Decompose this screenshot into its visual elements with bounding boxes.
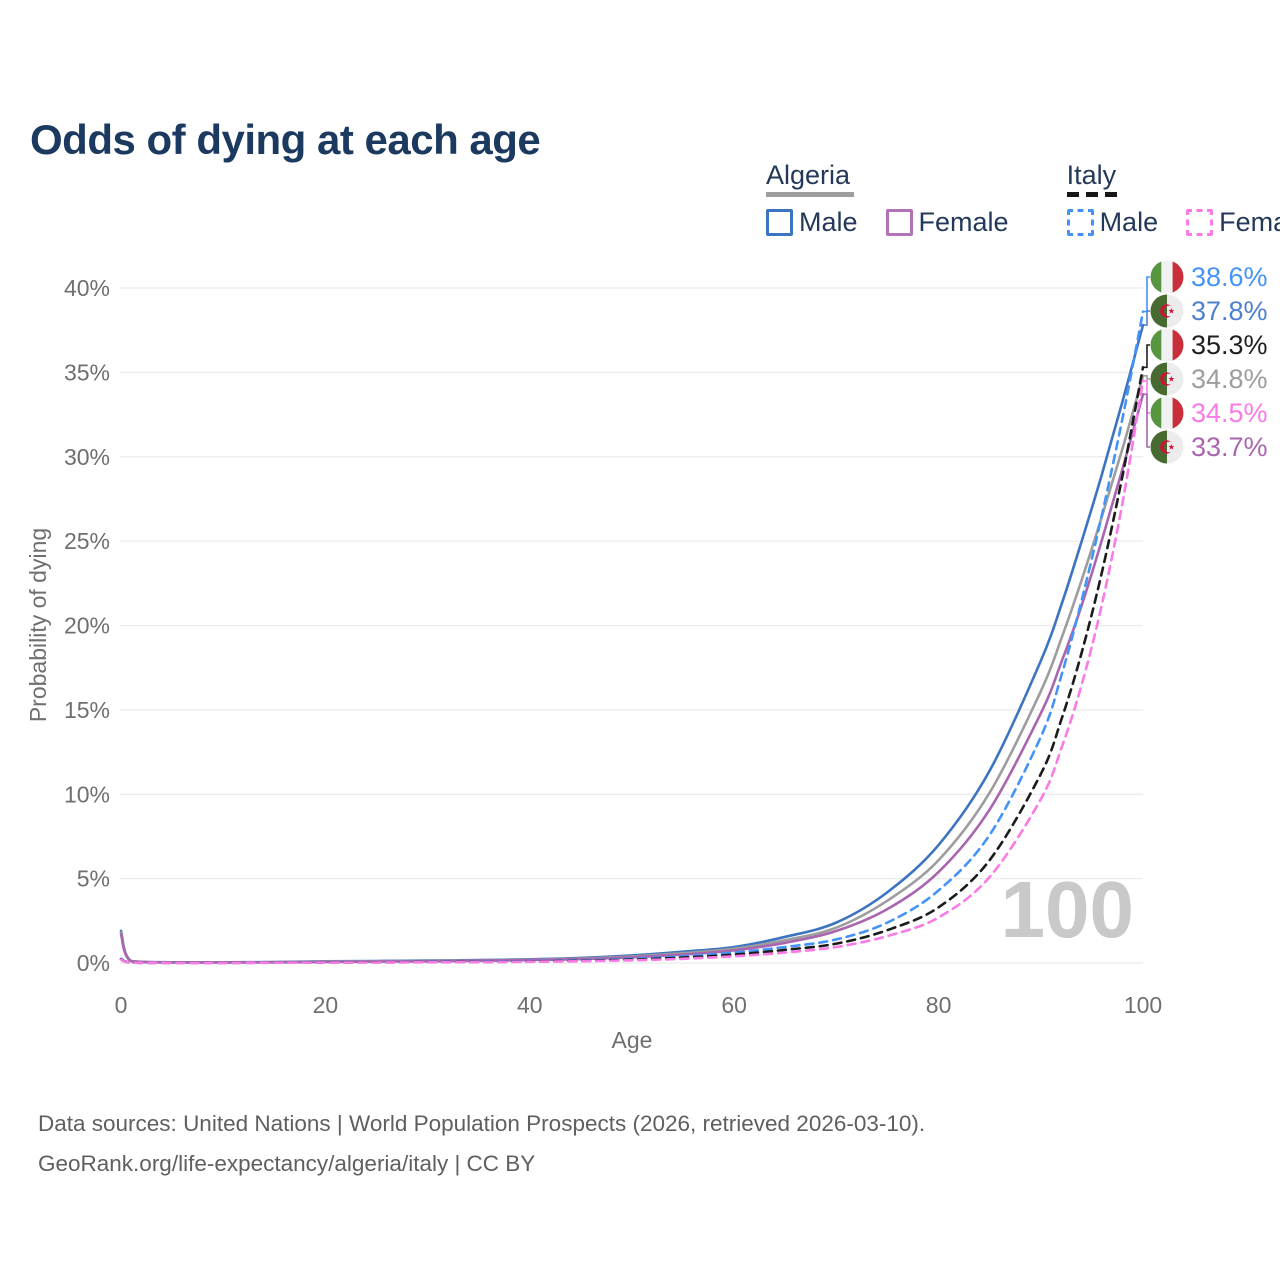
y-tick-label: 20%	[64, 613, 110, 639]
y-tick-label: 5%	[77, 866, 110, 892]
series-line-italy-male	[119, 310, 1145, 965]
algeria-flag-icon	[1150, 362, 1184, 396]
y-axis-title: Probability of dying	[25, 528, 51, 722]
end-label-algeria-male: 37.8%	[1150, 294, 1268, 328]
end-label-value: 35.3%	[1191, 329, 1268, 360]
leader-line	[1143, 375, 1150, 380]
legend-country-algeria[interactable]: Algeria	[766, 160, 851, 190]
end-label-algeria-female: 33.7%	[1150, 430, 1268, 464]
legend-item-algeria-female[interactable]: Female	[885, 207, 1009, 238]
legend-label: Female	[1219, 207, 1280, 237]
attribution-text: GeoRank.org/life-expectancy/algeria/ital…	[38, 1151, 536, 1176]
x-axis-title: Age	[612, 1027, 653, 1053]
italy-flag-icon	[1150, 260, 1184, 294]
end-label-value: 34.5%	[1191, 397, 1268, 428]
legend-item-algeria-male[interactable]: Male	[766, 207, 858, 238]
algeria-female-swatch-icon	[885, 209, 913, 236]
x-axis-tick-labels: 0 20 40 60 80 100	[115, 992, 1163, 1018]
italy-flag-icon	[1150, 328, 1184, 362]
algeria-flag-icon	[1150, 294, 1184, 328]
legend-item-italy-male[interactable]: Male	[1066, 207, 1159, 238]
legend-item-italy-female[interactable]: Female	[1186, 207, 1280, 238]
data-sources-text: Data sources: United Nations | World Pop…	[38, 1111, 926, 1136]
algeria-male-swatch-icon	[766, 209, 793, 236]
series-line-algeria	[119, 374, 1145, 964]
leader-line	[1143, 344, 1150, 369]
legend-group-algeria: Algeria Male Female	[766, 160, 1009, 238]
italy-male-swatch-icon	[1066, 209, 1094, 236]
end-label-value: 38.6%	[1191, 261, 1268, 292]
hover-age-indicator: 100	[1000, 865, 1134, 954]
y-tick-label: 10%	[64, 781, 110, 807]
end-label-value: 33.7%	[1191, 431, 1268, 462]
x-tick-label: 0	[115, 992, 128, 1018]
end-label-value: 37.8%	[1191, 295, 1268, 326]
y-tick-label: 15%	[64, 697, 110, 723]
end-label-leader-lines	[1143, 276, 1150, 448]
leader-line	[1143, 276, 1150, 313]
series-line-algeria-male	[119, 323, 1145, 964]
footer: Data sources: United Nations | World Pop…	[38, 1104, 925, 1184]
series-lines	[119, 310, 1145, 965]
y-tick-label: 35%	[64, 359, 110, 385]
page-title: Odds of dying at each age	[30, 116, 541, 164]
algeria-solid-line-swatch	[766, 192, 854, 197]
series-line-italy-female	[119, 379, 1145, 965]
end-label-italy: 35.3%	[1150, 328, 1268, 362]
y-tick-label: 0%	[77, 950, 110, 976]
x-tick-label: 100	[1124, 992, 1162, 1018]
y-tick-label: 30%	[64, 444, 110, 470]
legend: Algeria Male Female Italy Male	[766, 160, 1280, 238]
italy-female-swatch-icon	[1186, 209, 1214, 236]
x-tick-label: 80	[926, 992, 952, 1018]
end-label-algeria: 34.8%	[1150, 362, 1268, 396]
end-label-italy-female: 34.5%	[1150, 396, 1268, 430]
end-label-italy-male: 38.6%	[1150, 260, 1268, 294]
x-tick-label: 40	[517, 992, 543, 1018]
legend-country-italy[interactable]: Italy	[1066, 160, 1117, 190]
end-label-value: 34.8%	[1191, 363, 1268, 394]
x-tick-label: 20	[313, 992, 339, 1018]
italy-flag-icon	[1150, 396, 1184, 430]
y-tick-label: 40%	[64, 275, 110, 301]
gridlines	[120, 287, 1143, 964]
leader-line	[1143, 393, 1150, 448]
italy-dashed-line-swatch	[1066, 192, 1123, 197]
leader-line	[1143, 310, 1150, 326]
legend-group-italy: Italy Male Female	[1066, 160, 1280, 238]
x-tick-label: 60	[721, 992, 747, 1018]
legend-label: Male	[799, 207, 858, 237]
legend-label: Male	[1099, 207, 1159, 237]
y-axis-tick-labels: 0% 5% 10% 15% 20% 25% 30% 35% 40%	[64, 275, 110, 976]
algeria-flag-icon	[1150, 430, 1184, 464]
legend-label: Female	[918, 207, 1009, 237]
y-tick-label: 25%	[64, 528, 110, 554]
